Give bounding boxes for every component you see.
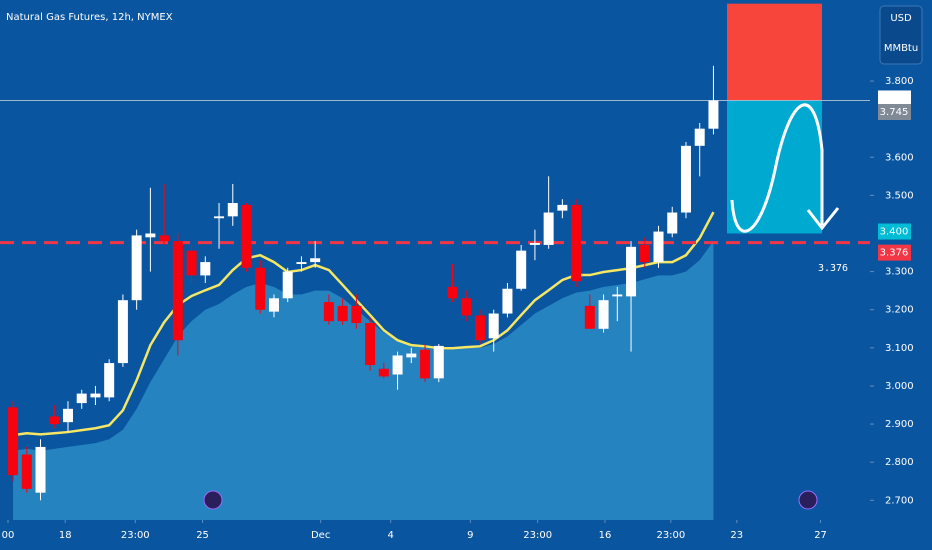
y-tick-label: 3.200 bbox=[885, 305, 914, 316]
candle-body bbox=[447, 286, 458, 299]
y-tick-label: 3.500 bbox=[885, 190, 914, 201]
annotation: 3.376 bbox=[818, 263, 848, 274]
candle-body bbox=[680, 145, 691, 213]
ema-line bbox=[12, 211, 715, 437]
area bbox=[13, 241, 714, 520]
candle-body bbox=[406, 353, 417, 358]
candle-body bbox=[461, 298, 472, 316]
candle-body bbox=[145, 233, 156, 238]
candle-body bbox=[488, 313, 499, 339]
x-tick-label: 18 bbox=[59, 530, 72, 541]
x-tick-label: 00 bbox=[2, 530, 15, 541]
curve-arrow bbox=[730, 103, 824, 233]
stop-zone bbox=[727, 3, 822, 101]
candle-body bbox=[76, 393, 87, 404]
x-tick-label: Dec bbox=[311, 530, 330, 541]
price-tag bbox=[878, 223, 911, 240]
candle-body bbox=[612, 294, 623, 297]
price-tag bbox=[878, 244, 911, 261]
candle-body bbox=[8, 407, 19, 476]
currency: USD bbox=[890, 13, 912, 24]
chart-title: Natural Gas Futures, 12h, NYMEX bbox=[6, 12, 173, 23]
candle-body bbox=[49, 416, 60, 425]
y-tick-label: 3.800 bbox=[885, 76, 914, 87]
candle-body bbox=[571, 204, 582, 282]
y-tick-label: 2.900 bbox=[885, 419, 914, 430]
candle-body bbox=[626, 246, 637, 297]
candle-body bbox=[117, 300, 128, 364]
candle-body bbox=[172, 241, 183, 341]
y-tick-label: 2.700 bbox=[885, 495, 914, 506]
candle-body bbox=[227, 202, 238, 217]
y-tick-label: 3.600 bbox=[885, 152, 914, 163]
candle-body bbox=[474, 315, 485, 341]
candle-body bbox=[35, 446, 46, 493]
candle-body bbox=[200, 262, 211, 276]
x-tick-label: 23:00 bbox=[121, 530, 150, 541]
candle-body bbox=[214, 216, 225, 219]
candle-body bbox=[502, 288, 513, 314]
x-tick-label: 16 bbox=[599, 530, 612, 541]
y-tick-label: 3.000 bbox=[885, 381, 914, 392]
price-tag-label: 3.745 bbox=[880, 107, 909, 118]
candle-body bbox=[557, 204, 568, 211]
candle-body bbox=[365, 323, 376, 365]
unit: MMBtu bbox=[884, 43, 918, 54]
event-icon bbox=[203, 490, 223, 510]
candle-body bbox=[529, 243, 540, 245]
arrow-head bbox=[806, 207, 840, 231]
candle-body bbox=[268, 298, 279, 312]
y-tick-label: 3.300 bbox=[885, 267, 914, 278]
price-tag bbox=[878, 103, 911, 120]
candle-body bbox=[104, 363, 115, 398]
x-tick-label: 23 bbox=[730, 530, 743, 541]
event-icon bbox=[798, 490, 818, 510]
candle-body bbox=[62, 408, 73, 423]
x-tick-label: 4 bbox=[388, 530, 394, 541]
candle-body bbox=[420, 349, 431, 379]
x-tick-label: 9 bbox=[467, 530, 473, 541]
candle-body bbox=[241, 204, 252, 268]
candle-body bbox=[392, 355, 403, 375]
candle-body bbox=[282, 271, 293, 299]
price-tag-label: 3.749 bbox=[880, 93, 909, 104]
y-tick-label: 2.800 bbox=[885, 457, 914, 468]
candle-body bbox=[90, 393, 101, 398]
x-tick-label: 23:00 bbox=[656, 530, 685, 541]
candle-body bbox=[296, 262, 307, 264]
candle-body bbox=[186, 250, 197, 276]
price-tag-label: 3.376 bbox=[880, 248, 909, 259]
candle-body bbox=[516, 250, 527, 289]
candle-body bbox=[598, 300, 609, 329]
price-tag bbox=[878, 90, 911, 107]
x-tick-label: 27 bbox=[814, 530, 827, 541]
candle-body bbox=[584, 305, 595, 329]
candle-body bbox=[543, 212, 554, 245]
candle-body bbox=[337, 305, 348, 322]
unit-box bbox=[879, 5, 923, 65]
candle-body bbox=[255, 267, 266, 310]
candle-body bbox=[21, 454, 32, 489]
candle-body bbox=[159, 235, 170, 242]
candle-body bbox=[433, 345, 444, 379]
candle-body bbox=[310, 258, 321, 263]
candle-body bbox=[323, 302, 334, 322]
candle-body bbox=[653, 231, 664, 263]
candle-body bbox=[639, 244, 650, 263]
candle-body bbox=[694, 128, 705, 146]
candle-body bbox=[351, 305, 362, 324]
x-tick-label: 25 bbox=[196, 530, 209, 541]
x-tick-label: 23:00 bbox=[523, 530, 552, 541]
price-tag-label: 3.400 bbox=[880, 226, 909, 237]
candle-body bbox=[378, 368, 389, 377]
candle-body bbox=[667, 212, 678, 234]
y-tick-label: 3.100 bbox=[885, 343, 914, 354]
candle-body bbox=[131, 235, 142, 301]
candle-body bbox=[708, 100, 719, 129]
